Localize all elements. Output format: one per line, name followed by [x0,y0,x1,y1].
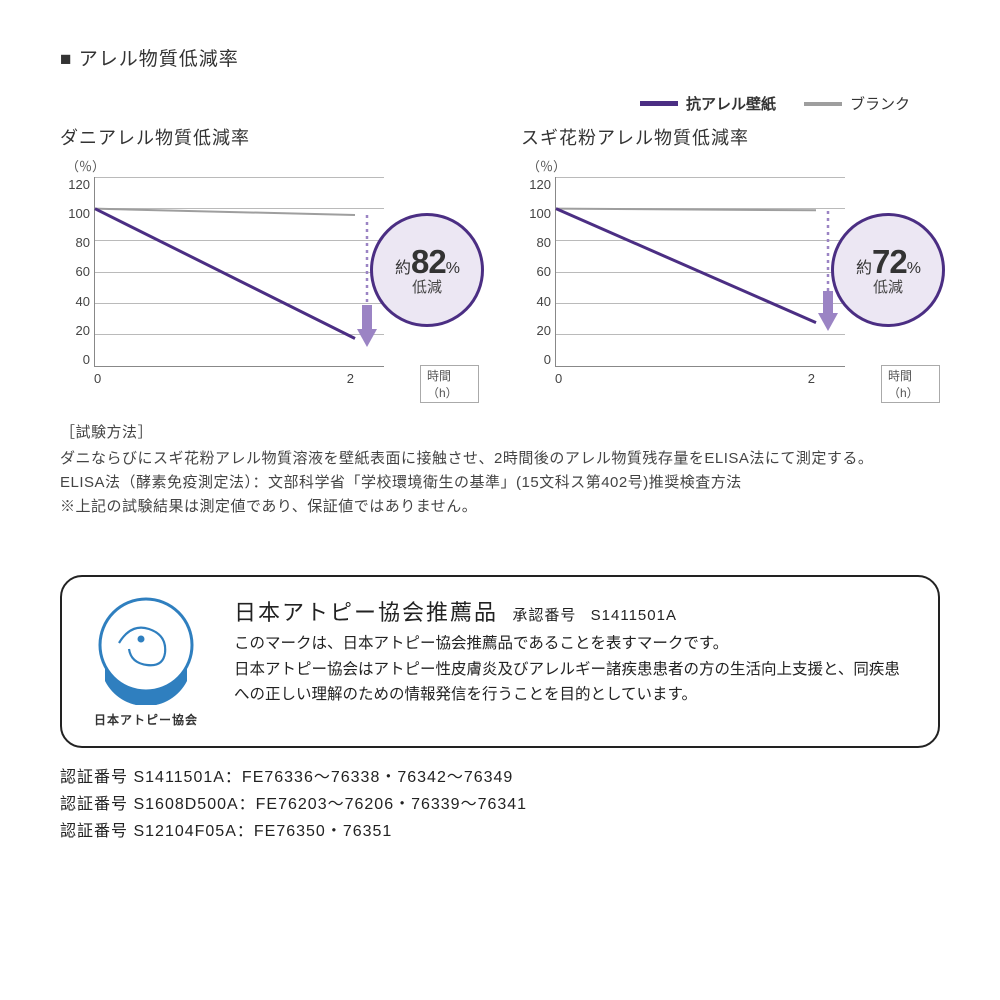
y-axis-ticks: 120 100 80 60 40 20 0 [521,177,555,367]
ytick: 120 [529,177,551,192]
badge-approx: 約 [395,260,411,277]
legend-swatch-active [640,101,678,106]
x-axis-ticks: 0 2 [555,371,845,386]
x-axis-ticks: 0 2 [94,371,384,386]
ytick: 0 [544,352,551,367]
certification-text: 日本アトピー協会推薦品 承認番号 S1411501A このマークは、日本アトピー… [234,595,912,708]
certification-box: 推 薦 品 日本アトピー協会 日本アトピー協会推薦品 承認番号 S1411501… [60,575,940,748]
cert-num-value: S12104F05A：FE76350・76351 [133,823,392,840]
main-title: ■ アレル物質低減率 [60,44,940,71]
test-method-line: ※上記の試験結果は測定値であり、保証値ではありません。 [60,495,940,519]
y-unit-label: （％） [521,156,940,175]
line-active [95,209,355,339]
cert-num-value: S1411501A：FE76336～76338・76342～76349 [133,769,513,786]
xtick: 2 [347,371,354,386]
charts-row: ダニアレル物質低減率 （％） 120 100 80 60 40 20 0 [60,124,940,407]
chart-mite: ダニアレル物質低減率 （％） 120 100 80 60 40 20 0 [60,124,479,407]
xtick: 2 [808,371,815,386]
cert-num-prefix: 認証番号 [60,796,128,813]
xtick: 0 [94,371,101,386]
certification-title: 日本アトピー協会推薦品 [234,600,498,625]
chart-mite-plot [94,177,384,367]
legend-item-blank: ブランク [804,93,910,114]
chart-pollen-svg [556,177,846,367]
legend-label-blank: ブランク [850,93,910,114]
legend-item-active: 抗アレル壁紙 [640,93,776,114]
atopy-logo-icon: 推 薦 品 [91,595,201,705]
ytick: 100 [529,206,551,221]
badge-reduce: 低減 [873,280,903,297]
ytick: 40 [76,294,90,309]
xtick: 0 [555,371,562,386]
x-unit-label: 時間（h） [420,365,479,403]
chart-pollen-plot [555,177,845,367]
approval-number: S1411501A [591,607,677,624]
test-method-line: ELISA法（酵素免疫測定法）：文部科学省「学校環境衛生の基準」(15文科ス第4… [60,471,940,495]
badge-mite: 約82% 低減 [370,213,484,327]
badge-pollen: 約72% 低減 [831,213,945,327]
certification-body-line: このマークは、日本アトピー協会推薦品であることを表すマークです。 [234,631,912,657]
x-unit-label: 時間（h） [881,365,940,403]
cert-num-prefix: 認証番号 [60,769,128,786]
test-method-line: ダニならびにスギ花粉アレル物質溶液を壁紙表面に接触させ、2時間後のアレル物質残存… [60,447,940,471]
svg-text:推 薦 品: 推 薦 品 [123,666,169,681]
ytick: 100 [68,206,90,221]
arrow-head-icon [818,313,838,331]
certification-logo: 推 薦 品 日本アトピー協会 [84,595,208,728]
test-method-header: ［試験方法］ [60,421,940,445]
badge-approx: 約 [856,260,872,277]
badge-percent: % [446,260,459,277]
badge-value: 72 [872,243,907,280]
arrow-head-icon [357,329,377,347]
line-blank [95,209,355,215]
cert-num-value: S1608D500A：FE76203～76206・76339～76341 [133,796,527,813]
ytick: 20 [537,323,551,338]
ytick: 80 [76,235,90,250]
approval-label: 承認番号 [512,607,576,624]
legend: 抗アレル壁紙 ブランク [60,93,940,114]
chart-pollen: スギ花粉アレル物質低減率 （％） 120 100 80 60 40 20 0 [521,124,940,407]
ytick: 60 [76,264,90,279]
ytick: 80 [537,235,551,250]
ytick: 40 [537,294,551,309]
badge-value: 82 [411,243,446,280]
ytick: 20 [76,323,90,338]
y-unit-label: （％） [60,156,479,175]
legend-label-active: 抗アレル壁紙 [686,93,776,114]
y-axis-ticks: 120 100 80 60 40 20 0 [60,177,94,367]
certification-numbers: 認証番号 S1411501A：FE76336～76338・76342～76349… [60,764,940,846]
badge-percent: % [907,260,920,277]
chart-mite-svg [95,177,385,367]
ytick: 60 [537,264,551,279]
line-blank [556,209,816,211]
cert-num-prefix: 認証番号 [60,823,128,840]
line-active [556,209,816,323]
certification-logo-caption: 日本アトピー協会 [94,711,198,728]
ytick: 120 [68,177,90,192]
badge-reduce: 低減 [412,280,442,297]
ytick: 0 [83,352,90,367]
certification-body-line: 日本アトピー協会はアトピー性皮膚炎及びアレルギー諸疾患患者の方の生活向上支援と、… [234,657,912,708]
test-method-section: ［試験方法］ ダニならびにスギ花粉アレル物質溶液を壁紙表面に接触させ、2時間後の… [60,421,940,519]
chart-pollen-title: スギ花粉アレル物質低減率 [521,124,940,150]
legend-swatch-blank [804,102,842,106]
chart-mite-title: ダニアレル物質低減率 [60,124,479,150]
